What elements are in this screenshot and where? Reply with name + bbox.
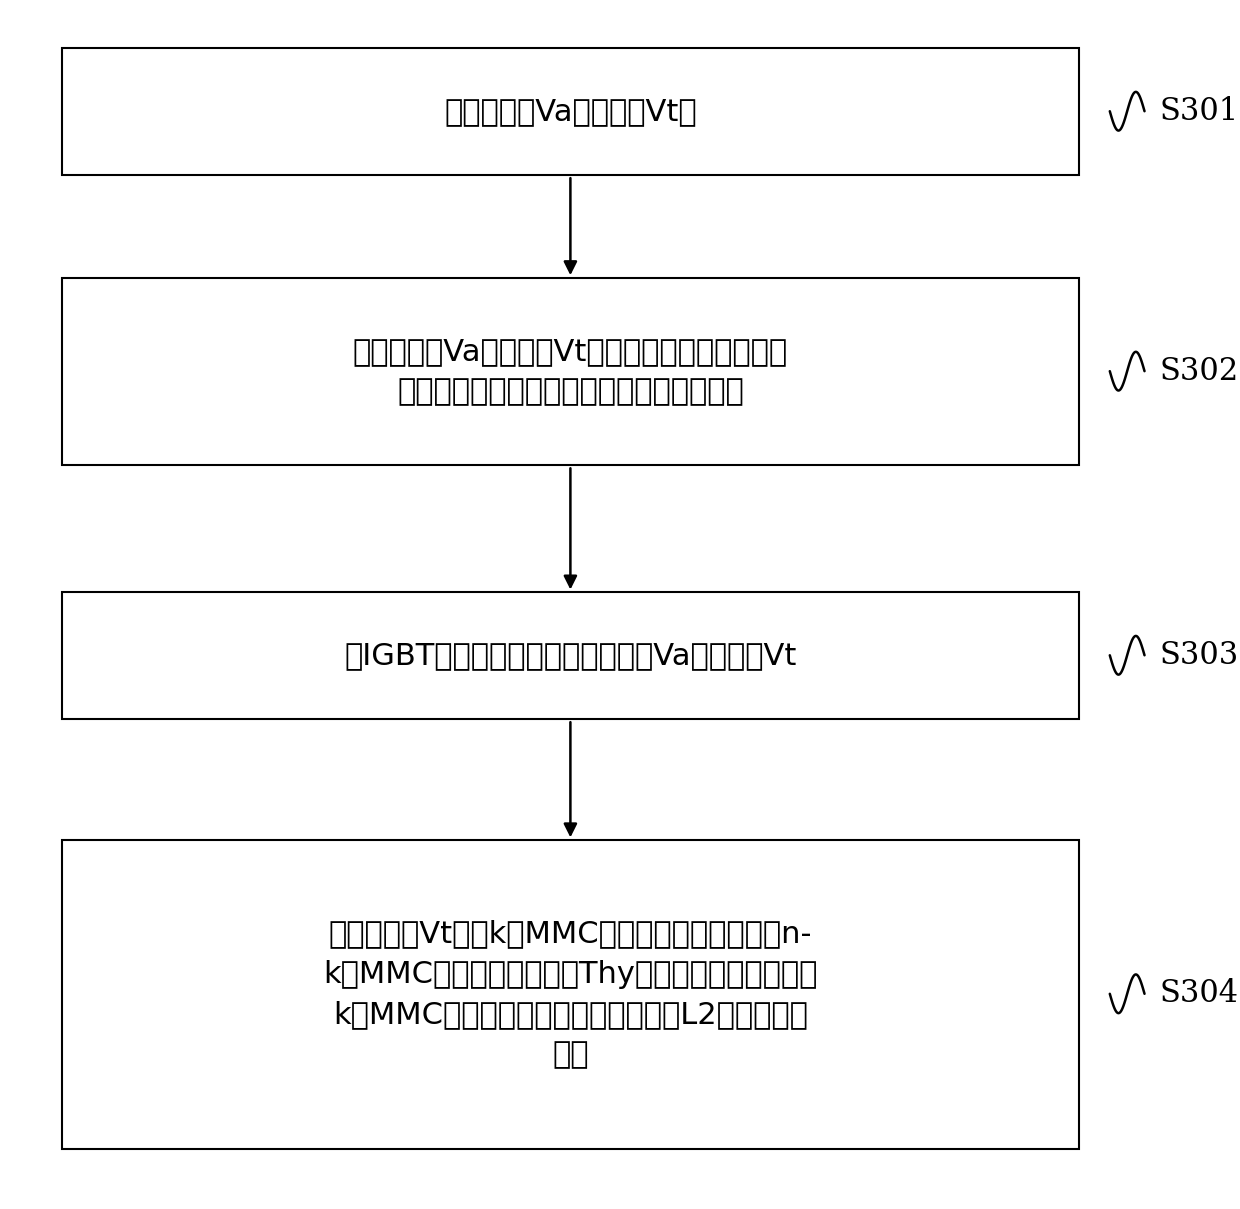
- Text: S303: S303: [1159, 640, 1239, 671]
- Text: S302: S302: [1159, 355, 1239, 387]
- FancyBboxPatch shape: [62, 592, 1079, 719]
- FancyBboxPatch shape: [62, 840, 1079, 1149]
- Text: 调节辅助阀Va和试品阀Vt的输出电压交流分量的幅
值以及相角差，使得试验电流达到预定阈值: 调节辅助阀Va和试品阀Vt的输出电压交流分量的幅 值以及相角差，使得试验电流达到…: [353, 337, 787, 406]
- Text: S304: S304: [1159, 978, 1239, 1010]
- FancyBboxPatch shape: [62, 278, 1079, 465]
- Text: 在IGBT结温稳定之后，闭锁辅助阀Va和试品阀Vt: 在IGBT结温稳定之后，闭锁辅助阀Va和试品阀Vt: [345, 642, 796, 670]
- FancyBboxPatch shape: [62, 48, 1079, 175]
- Text: S301: S301: [1159, 96, 1239, 127]
- Text: 导通试品阀Vt中的k个MMC子模块，同时向剩余的n-
k个MMC子模块中的晶闸管Thy发送触发信号，以使得
k个MMC子模块电容通过该限流电抗器L2放电形成过
: 导通试品阀Vt中的k个MMC子模块，同时向剩余的n- k个MMC子模块中的晶闸管…: [324, 919, 817, 1070]
- Text: 解锁辅助阀Va和试品阀Vt；: 解锁辅助阀Va和试品阀Vt；: [444, 98, 697, 126]
